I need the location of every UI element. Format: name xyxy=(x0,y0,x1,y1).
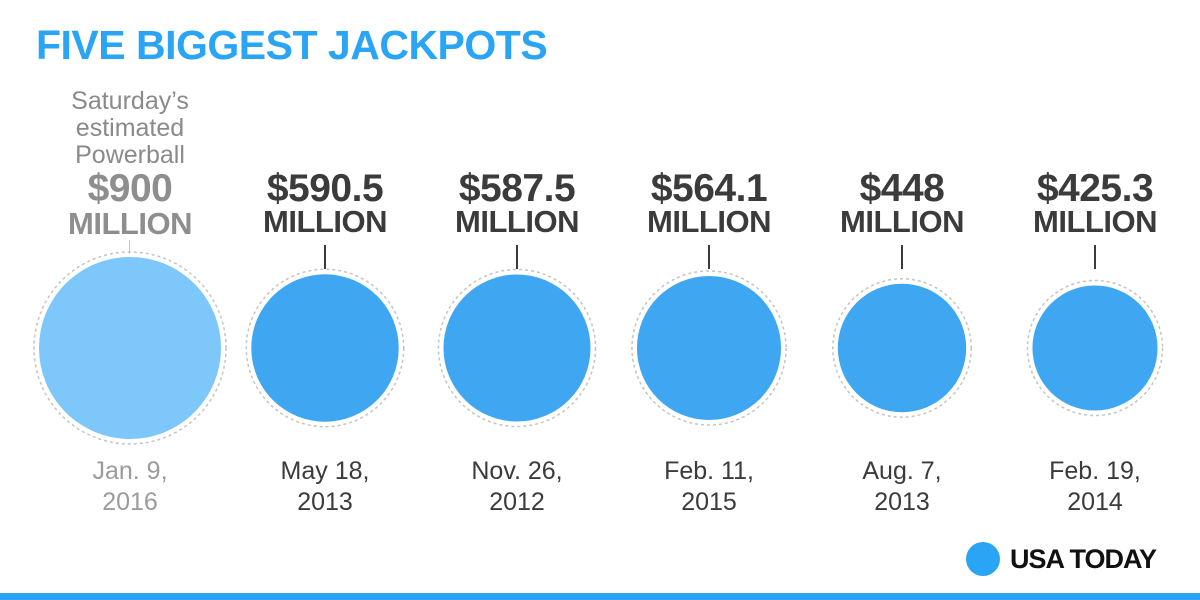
usa-today-dot-icon xyxy=(966,542,1000,576)
jackpot-date-line: 2014 xyxy=(1067,488,1123,516)
jackpot-unit: MILLION xyxy=(647,204,771,239)
jackpot-bubble xyxy=(1032,285,1158,411)
jackpot-date-line: Aug. 7, xyxy=(862,457,942,485)
jackpot-bubble-svg xyxy=(631,270,787,426)
jackpot-unit: MILLION xyxy=(455,204,579,239)
jackpot-column: $448 MILLION Aug. 7, 2013 xyxy=(802,0,1002,560)
jackpot-date-line: 2013 xyxy=(874,488,930,516)
jackpot-date: Nov. 26, 2012 xyxy=(417,456,617,518)
jackpot-date: Feb. 19, 2014 xyxy=(995,456,1195,518)
jackpot-date: May 18, 2013 xyxy=(225,456,425,518)
jackpot-column: Saturday’s estimated Powerball $900 MILLION J… xyxy=(30,0,230,560)
jackpot-date-line: Jan. 9, xyxy=(92,457,168,485)
jackpot-amount: $590.5 xyxy=(266,167,384,210)
footer-bar xyxy=(0,593,1200,600)
jackpot-column: $564.1 MILLION Feb. 11, 2015 xyxy=(609,0,809,560)
jackpot-bubble xyxy=(39,257,221,439)
jackpot-date: Aug. 7, 2013 xyxy=(802,456,1002,518)
estimate-note-line: estimated xyxy=(75,114,185,142)
jackpot-bubble-ring xyxy=(245,268,405,428)
jackpot-bubble xyxy=(837,283,967,413)
leader-line xyxy=(901,245,903,269)
jackpot-bubble-svg xyxy=(245,268,405,428)
leader-line xyxy=(708,245,710,269)
jackpot-amount: $425.3 xyxy=(1036,167,1154,210)
jackpot-bubble-ring xyxy=(1026,279,1164,417)
brand-name: USA TODAY xyxy=(1010,543,1157,574)
jackpot-bubble-ring xyxy=(33,251,227,445)
jackpot-unit: MILLION xyxy=(263,204,387,239)
jackpot-bubble-svg xyxy=(437,268,597,428)
jackpot-bubble-svg xyxy=(33,251,227,445)
jackpot-date: Feb. 11, 2015 xyxy=(609,456,809,518)
jackpot-date-line: Nov. 26, xyxy=(471,457,563,485)
jackpot-unit: MILLION xyxy=(68,206,192,241)
jackpot-bubble-ring xyxy=(437,268,597,428)
jackpot-unit: MILLION xyxy=(1033,204,1157,239)
jackpot-bubble-svg xyxy=(832,278,972,418)
jackpot-bubble xyxy=(251,274,399,422)
usa-today-logo: USA TODAY xyxy=(966,541,1157,577)
jackpot-column: $587.5 MILLION Nov. 26, 2012 xyxy=(417,0,617,560)
jackpot-unit: MILLION xyxy=(840,204,964,239)
jackpot-date-line: May 18, xyxy=(280,457,370,485)
jackpot-date-line: 2015 xyxy=(681,488,737,516)
chart-title: FIVE BIGGEST JACKPOTS xyxy=(36,22,548,68)
jackpot-date-line: 2016 xyxy=(102,488,158,516)
jackpot-date-line: 2012 xyxy=(489,488,545,516)
jackpot-date: Jan. 9, 2016 xyxy=(30,456,230,518)
jackpot-bubble xyxy=(636,275,782,421)
jackpot-bubble-ring xyxy=(631,270,787,426)
jackpot-date-line: Feb. 11, xyxy=(664,457,754,485)
jackpot-bubble-ring xyxy=(832,278,972,418)
jackpot-amount: $448 xyxy=(859,167,945,210)
leader-line xyxy=(516,245,518,269)
jackpot-date-line: 2013 xyxy=(297,488,353,516)
estimate-note-line: Saturday’s xyxy=(71,87,189,115)
leader-line xyxy=(129,240,130,254)
jackpot-bubble xyxy=(443,274,591,422)
jackpot-amount: $900 xyxy=(87,167,173,210)
jackpot-column: $590.5 MILLION May 18, 2013 xyxy=(225,0,425,560)
estimate-note: Saturday’s estimated Powerball xyxy=(30,88,230,169)
leader-line xyxy=(1094,245,1096,269)
jackpot-date-line: Feb. 19, xyxy=(1049,457,1141,485)
jackpot-amount: $587.5 xyxy=(458,167,576,210)
leader-line xyxy=(324,245,326,269)
jackpot-amount: $564.1 xyxy=(650,167,768,210)
jackpot-column: $425.3 MILLION Feb. 19, 2014 xyxy=(995,0,1195,560)
jackpot-bubble-svg xyxy=(1026,279,1164,417)
estimate-note-line: Powerball xyxy=(75,141,185,169)
